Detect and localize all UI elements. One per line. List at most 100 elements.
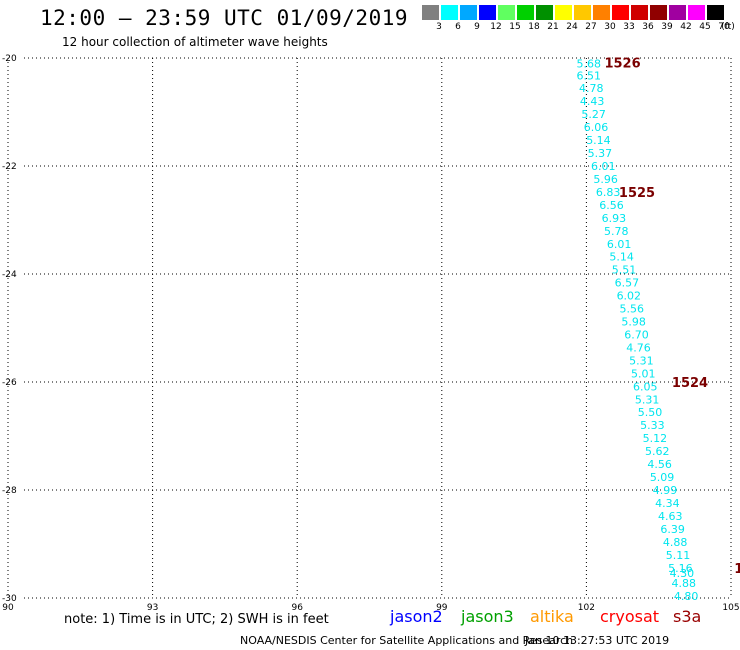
wave-height-label: 4.43 [580,95,605,108]
wave-height-label: 5.01 [631,367,656,380]
wave-height-label: 6.02 [617,290,642,303]
wave-height-label: 5.14 [586,134,611,147]
satellite-legend-jason3: jason3 [461,607,514,626]
colorbar-swatch [460,5,477,20]
y-tick-label: -28 [2,486,17,496]
wave-height-label: 6.39 [660,523,685,536]
wave-height-label: 5.11 [666,549,691,562]
colorbar-tick-label: 15 [509,22,521,32]
wave-height-label: 4.88 [663,536,688,549]
colorbar-tick-label: 21 [547,22,559,32]
wave-height-label: 5.78 [604,225,629,238]
footer-note: note: 1) Time is in UTC; 2) SWH is in fe… [64,612,329,627]
wave-height-label: 4.88 [672,577,697,590]
x-tick-label: 105 [722,603,739,613]
x-tick-label: 99 [436,603,448,613]
wave-height-label: 5.68 [577,57,602,70]
colorbar-tick-label: 3 [436,22,442,32]
colorbar-swatch [574,5,591,20]
colorbar-swatch [669,5,686,20]
colorbar-tick-label: 39 [661,22,673,32]
wave-height-label: 6.93 [602,212,627,225]
wave-height-label: 5.96 [593,173,618,186]
colorbar-swatch [631,5,648,20]
wave-height-label: 4.99 [653,484,678,497]
time-label: 1526 [604,56,640,71]
x-tick-label: 90 [2,603,14,613]
colorbar-swatch [688,5,705,20]
wave-height-label: 5.50 [638,406,663,419]
wave-height-label: 5.51 [612,264,637,277]
colorbar-tick-label: 18 [528,22,540,32]
colorbar-tick-label: 24 [566,22,578,32]
colorbar-swatch [650,5,667,20]
wave-height-label: 4.78 [579,82,604,95]
time-label: 1524 [672,376,708,391]
footer-timestamp: Jan 10 13:27:53 UTC 2019 [525,634,670,647]
colorbar-swatch [536,5,553,20]
colorbar-tick-label: 36 [642,22,654,32]
colorbar-tick-label: 27 [585,22,597,32]
colorbar-swatch [441,5,458,20]
wave-height-label: 5.31 [635,393,660,406]
colorbar-swatch [593,5,610,20]
colorbar-tick-label: 30 [604,22,616,32]
wave-height-label: 6.70 [624,328,649,341]
colorbar-tick-label: 6 [455,22,461,32]
wave-height-label: 5.12 [643,432,668,445]
wave-height-label: 6.56 [599,199,624,212]
page-subtitle: 12 hour collection of altimeter wave hei… [62,35,328,49]
colorbar-tick-label: 33 [623,22,635,32]
wave-height-label: 6.57 [615,277,640,290]
colorbar-swatch [422,5,439,20]
colorbar-tick-label: 9 [474,22,480,32]
colorbar-swatch [479,5,496,20]
colorbar-tick-label: 12 [490,22,502,32]
y-tick-label: -30 [2,594,17,604]
colorbar-swatch [498,5,515,20]
satellite-legend-s3a: s3a [673,607,702,626]
colorbar-swatch [555,5,572,20]
wave-height-label: 5.37 [588,147,613,160]
colorbar-tick-label: 45 [699,22,711,32]
wave-height-label: 4.34 [655,497,680,510]
footer-credit: NOAA/NESDIS Center for Satellite Applica… [240,634,574,647]
y-tick-label: -22 [2,162,17,172]
page-title: 12:00 — 23:59 UTC 01/09/2019 [40,6,409,30]
wave-height-label: 4.63 [658,510,683,523]
wave-height-label: 4.76 [626,341,651,354]
satellite-legend-cryosat: cryosat [600,607,660,626]
wave-height-label: 5.14 [609,251,634,264]
wave-height-label: 5.62 [645,445,670,458]
x-tick-label: 96 [291,603,303,613]
wave-height-label: 5.27 [581,108,606,121]
wave-height-label: 5.56 [619,303,644,316]
y-tick-label: -20 [2,54,17,64]
wave-height-label: 6.51 [577,69,602,82]
colorbar-tick-label: 42 [680,22,692,32]
x-tick-label: 102 [578,603,595,613]
wave-height-label: 6.01 [591,160,616,173]
y-tick-label: -26 [2,378,17,388]
wave-height-label: 6.06 [584,121,609,134]
satellite-legend-jason2: jason2 [390,607,443,626]
wave-height-label: 6.83 [596,186,621,199]
time-label: 1525 [619,186,655,201]
y-tick-label: -24 [2,270,17,280]
wave-height-label: 5.09 [650,471,675,484]
wave-height-label: 4.30 [670,567,695,580]
wave-height-label: 5.33 [640,419,665,432]
colorbar-swatch [612,5,629,20]
satellite-legend-altika: altika [530,607,574,626]
wave-height-label: 6.05 [633,380,658,393]
wave-height-label: 6.01 [607,238,632,251]
colorbar-tick-label: 70 [718,22,730,32]
wave-height-label: 5.31 [629,354,654,367]
colorbar-unit-label: (ft) [721,22,735,32]
x-tick-label: 93 [147,603,158,613]
colorbar-swatch [707,5,724,20]
wave-height-label: 4.56 [647,458,672,471]
colorbar-swatch [517,5,534,20]
wave-height-label: 5.16 [668,562,693,575]
